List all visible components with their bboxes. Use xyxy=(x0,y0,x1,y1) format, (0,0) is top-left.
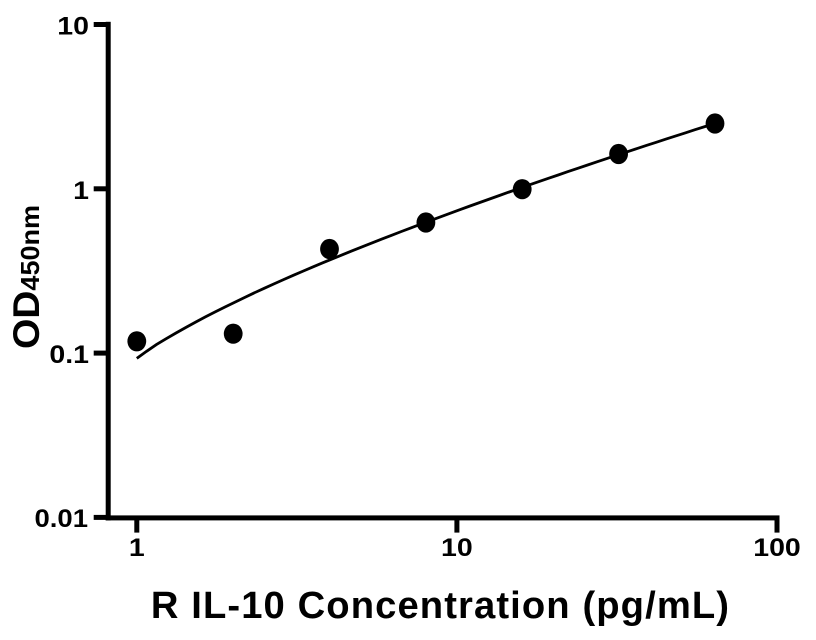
svg-text:0.1: 0.1 xyxy=(49,341,89,369)
svg-text:R IL-10 Concentration (pg/mL): R IL-10 Concentration (pg/mL) xyxy=(151,584,730,627)
svg-text:1: 1 xyxy=(73,177,89,205)
svg-text:10: 10 xyxy=(57,12,89,40)
svg-text:0.01: 0.01 xyxy=(35,504,88,533)
svg-text:10: 10 xyxy=(441,534,473,562)
svg-text:100: 100 xyxy=(753,534,801,562)
svg-text:1: 1 xyxy=(129,534,145,562)
